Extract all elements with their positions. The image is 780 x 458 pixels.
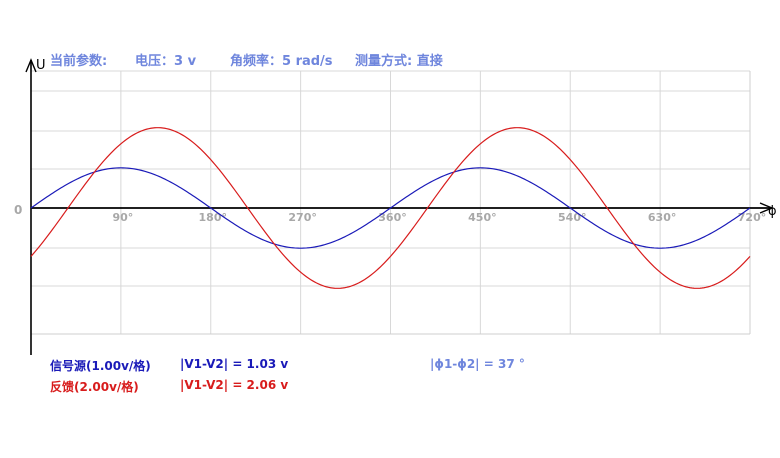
x-tick-label: 540° xyxy=(558,211,586,224)
x-tick-label: 360° xyxy=(378,211,406,224)
y-axis-label: U xyxy=(36,58,46,73)
origin-label: 0 xyxy=(14,203,22,217)
x-tick-label: 90° xyxy=(112,211,133,224)
voltage-readout: 电压：3 v xyxy=(135,54,197,69)
signal-diff-readout: |V1-V2| = 1.03 v xyxy=(180,357,289,371)
feedback-series-line xyxy=(30,127,751,289)
x-tick-label: 270° xyxy=(288,211,316,224)
x-axis-label: ϕ xyxy=(768,204,777,219)
y-axis-arrow xyxy=(25,58,37,73)
signal-series-line xyxy=(30,167,751,249)
chart-axes: Uϕ 0 xyxy=(14,58,777,355)
feedback-diff-readout: |V1-V2| = 2.06 v xyxy=(180,378,289,392)
angular-frequency-readout: 角频率：5 rad/s xyxy=(230,54,333,69)
x-tick-label: 180° xyxy=(199,211,227,224)
measure-mode-readout: 测量方式: 直接 xyxy=(355,54,443,69)
phase-diff-readout: |ϕ1-ϕ2| = 37 ° xyxy=(430,357,525,371)
signal-legend-label: 信号源(1.00v/格) xyxy=(50,359,151,373)
x-tick-label: 720° xyxy=(738,211,766,224)
x-tick-label: 630° xyxy=(648,211,676,224)
chart-x-ticks: 90° 180° 270° 360° 450° 540° 630° 720° xyxy=(112,211,766,224)
x-tick-label: 450° xyxy=(468,211,496,224)
x-axis-arrow xyxy=(759,202,774,214)
chart-grid xyxy=(31,70,751,335)
chart-series xyxy=(30,127,751,289)
feedback-legend-label: 反馈(2.00v/格) xyxy=(50,380,139,394)
params-label: 当前参数: xyxy=(50,54,108,69)
